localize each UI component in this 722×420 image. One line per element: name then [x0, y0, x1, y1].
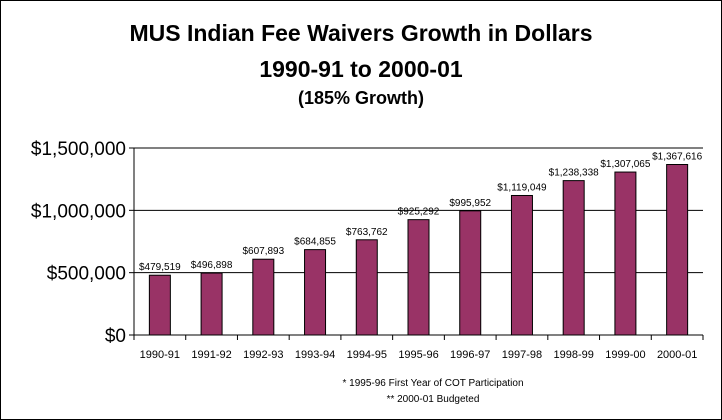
- chart-subtitle-years: 1990-91 to 2000-01: [259, 56, 463, 82]
- bar: [148, 274, 171, 336]
- x-tick-label: 2000-01: [657, 349, 697, 361]
- y-tick-label: $1,500,000: [31, 139, 126, 160]
- bar: [562, 180, 585, 336]
- y-tick-label: $0: [105, 326, 126, 347]
- data-label: $1,307,065: [600, 159, 650, 170]
- x-tick-label: 1999-00: [605, 349, 645, 361]
- chart-subtitle-growth: (185% Growth): [297, 88, 425, 108]
- bar: [355, 239, 378, 336]
- x-tick-label: 1995-96: [398, 349, 438, 361]
- bar: [510, 194, 533, 336]
- data-label: $496,898: [191, 260, 233, 271]
- bar: [459, 210, 482, 336]
- data-label: $763,762: [346, 227, 388, 238]
- y-tick-label: $500,000: [47, 264, 126, 285]
- data-label: $684,855: [294, 237, 336, 248]
- x-tick-label: 1994-95: [347, 349, 387, 361]
- bar: [200, 272, 223, 336]
- data-label: $995,952: [449, 198, 491, 209]
- data-label: $607,893: [242, 246, 284, 257]
- data-label: $479,519: [139, 262, 181, 273]
- bar: [666, 164, 689, 336]
- data-label: $925,292: [398, 207, 440, 218]
- footnote-cot: * 1995-96 First Year of COT Participatio…: [342, 378, 524, 389]
- bar: [304, 249, 327, 336]
- x-tick-label: 1990-91: [140, 349, 180, 361]
- x-tick-label: 1992-93: [243, 349, 283, 361]
- bar: [252, 258, 275, 336]
- chart-title: MUS Indian Fee Waivers Growth in Dollars: [129, 20, 593, 46]
- footnote-budgeted: ** 2000-01 Budgeted: [386, 394, 480, 405]
- x-tick-label: 1996-97: [450, 349, 490, 361]
- data-label: $1,367,616: [652, 152, 702, 163]
- bar: [614, 171, 637, 336]
- bar: [407, 219, 430, 336]
- x-tick-label: 1998-99: [553, 349, 593, 361]
- x-tick-label: 1997-98: [502, 349, 542, 361]
- data-label: $1,238,338: [549, 168, 599, 179]
- x-tick-label: 1991-92: [191, 349, 231, 361]
- x-tick-label: 1993-94: [295, 349, 335, 361]
- data-label: $1,119,049: [497, 182, 547, 193]
- y-tick-label: $1,000,000: [31, 201, 126, 222]
